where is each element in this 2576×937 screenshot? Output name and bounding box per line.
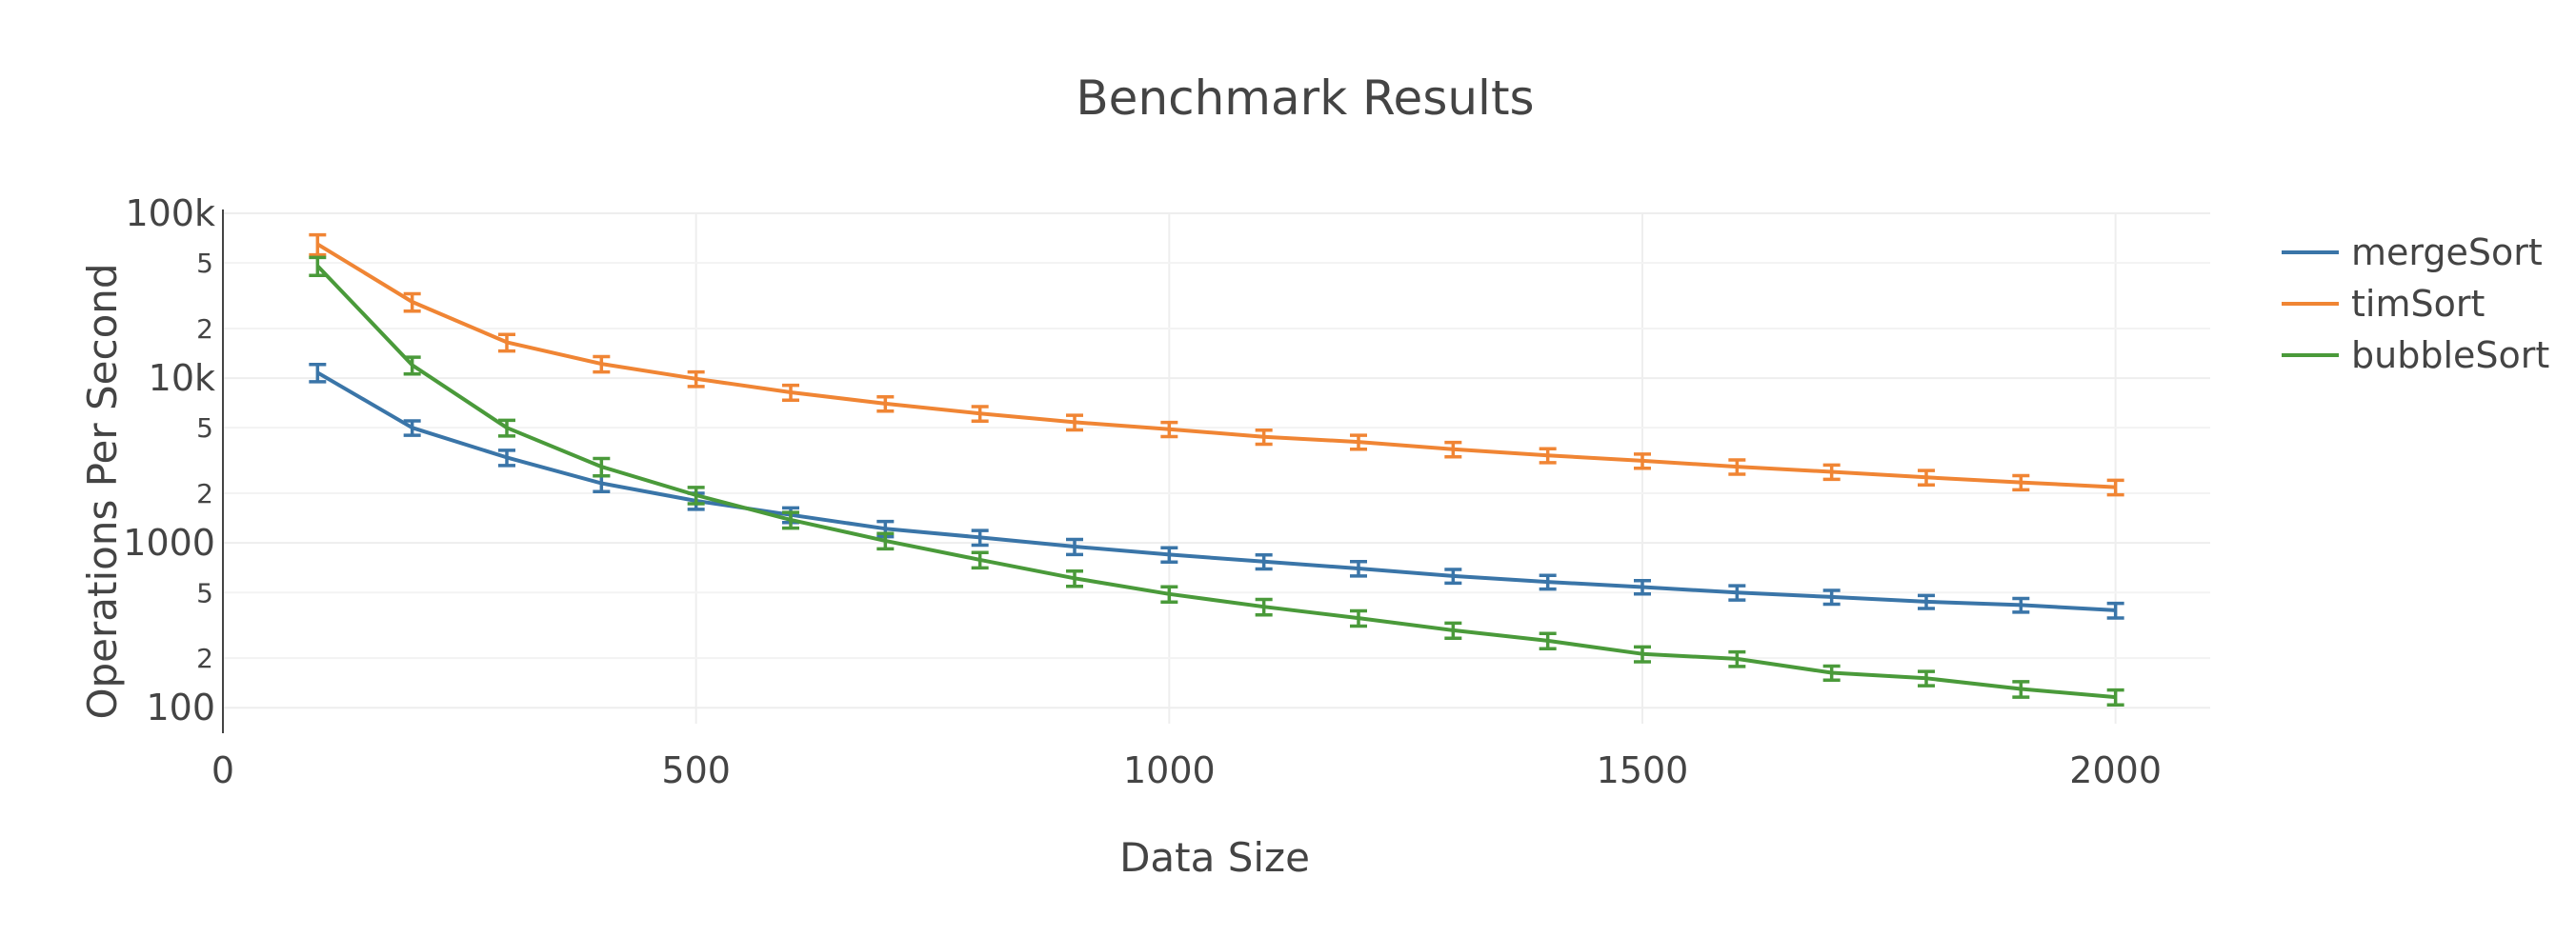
y-tick-label-minor: 5 [196, 248, 213, 279]
error-bar [1350, 560, 1367, 578]
error-bar [1728, 458, 1746, 476]
error-bar [1539, 573, 1557, 591]
error-bar [1822, 463, 1841, 482]
error-bar [1350, 433, 1367, 451]
error-bar [1255, 429, 1273, 447]
error-bar [1634, 645, 1651, 664]
error-bar [1918, 593, 1935, 610]
error-bar [1634, 452, 1651, 470]
error-bar [1539, 631, 1557, 651]
legend: mergeSort timSort bubbleSort [2282, 231, 2549, 376]
legend-item-mergeSort: mergeSort [2282, 231, 2543, 273]
error-bar [876, 394, 895, 413]
error-bar [1255, 553, 1273, 571]
y-tick-label-major: 1000 [123, 522, 215, 564]
error-bar [1350, 608, 1367, 628]
error-bar [1634, 579, 1651, 596]
error-bar [1160, 420, 1178, 439]
y-tick-label-minor: 2 [196, 313, 213, 345]
error-bar [876, 531, 895, 551]
error-bar [687, 486, 705, 506]
legend-item-timSort: timSort [2282, 283, 2485, 325]
error-bar [2106, 601, 2124, 620]
chart-title: Benchmark Results [1076, 70, 1534, 126]
series-line-bubbleSort [315, 264, 2116, 700]
error-bar [971, 528, 989, 548]
error-bar [1066, 568, 1083, 588]
series-bubbleSort [309, 255, 2124, 708]
x-tick-label: 1500 [1597, 749, 1689, 791]
error-bar [593, 456, 611, 478]
error-bar [971, 550, 989, 570]
legend-item-bubbleSort: bubbleSort [2282, 334, 2549, 376]
series-line-timSort [316, 242, 2116, 489]
y-tick-label-major: 10k [149, 357, 215, 399]
error-bar [403, 355, 421, 376]
series-lines [309, 232, 2124, 708]
y-tick-label-major: 100 [146, 687, 215, 728]
error-bar [1444, 440, 1462, 459]
x-tick-label: 500 [661, 749, 731, 791]
error-bar [403, 419, 421, 437]
y-tick-label-minor: 2 [196, 643, 213, 674]
error-bar [403, 291, 421, 313]
error-bar [2012, 680, 2030, 699]
error-bar [1160, 585, 1178, 604]
y-tick-label-minor: 2 [196, 478, 213, 509]
error-bar [1822, 664, 1841, 683]
legend-label: bubbleSort [2351, 334, 2549, 376]
error-bar [971, 405, 989, 424]
error-bar [1728, 649, 1746, 668]
error-bar [2106, 688, 2124, 708]
error-bar [2012, 473, 2030, 492]
legend-label: mergeSort [2351, 231, 2543, 273]
legend-label: timSort [2351, 283, 2485, 325]
error-bar [498, 449, 515, 468]
grid-lines [223, 212, 2210, 724]
tick-labels: 0 500 1000 1500 2000 100 1000 10k 100k 2 5 2 5 2 5 [123, 192, 2162, 791]
x-tick-label: 1000 [1123, 749, 1216, 791]
y-tick-label-major: 100k [125, 192, 215, 234]
error-bar [309, 232, 327, 257]
error-bar [2012, 596, 2030, 614]
error-bar [1255, 597, 1273, 617]
error-bar [2106, 478, 2124, 497]
error-bar [309, 362, 327, 384]
error-bar [1918, 669, 1935, 688]
error-bar [1066, 537, 1083, 557]
error-bar [687, 369, 705, 389]
error-bar [593, 354, 611, 374]
x-tick-label: 0 [211, 749, 234, 791]
y-tick-label-minor: 5 [196, 412, 213, 444]
error-bar [1444, 621, 1462, 641]
error-bar [782, 510, 799, 530]
series-line-mergeSort [316, 370, 2116, 612]
series-mergeSort [309, 362, 2124, 620]
error-bar [498, 332, 515, 353]
series-timSort [309, 232, 2124, 497]
error-bar [309, 255, 327, 277]
error-bar [1822, 588, 1841, 607]
error-bar [782, 383, 799, 402]
x-tick-label: 2000 [2069, 749, 2162, 791]
y-axis-label: Operations Per Second [79, 263, 126, 719]
error-bar [1539, 447, 1557, 465]
x-axis-label: Data Size [1119, 834, 1310, 881]
y-tick-label-minor: 5 [196, 577, 213, 608]
error-bar [1160, 546, 1178, 565]
error-bar [1728, 584, 1746, 602]
error-bar [1066, 413, 1083, 432]
error-bar [1918, 468, 1935, 487]
error-bar [498, 418, 515, 438]
error-bar [1444, 568, 1462, 586]
